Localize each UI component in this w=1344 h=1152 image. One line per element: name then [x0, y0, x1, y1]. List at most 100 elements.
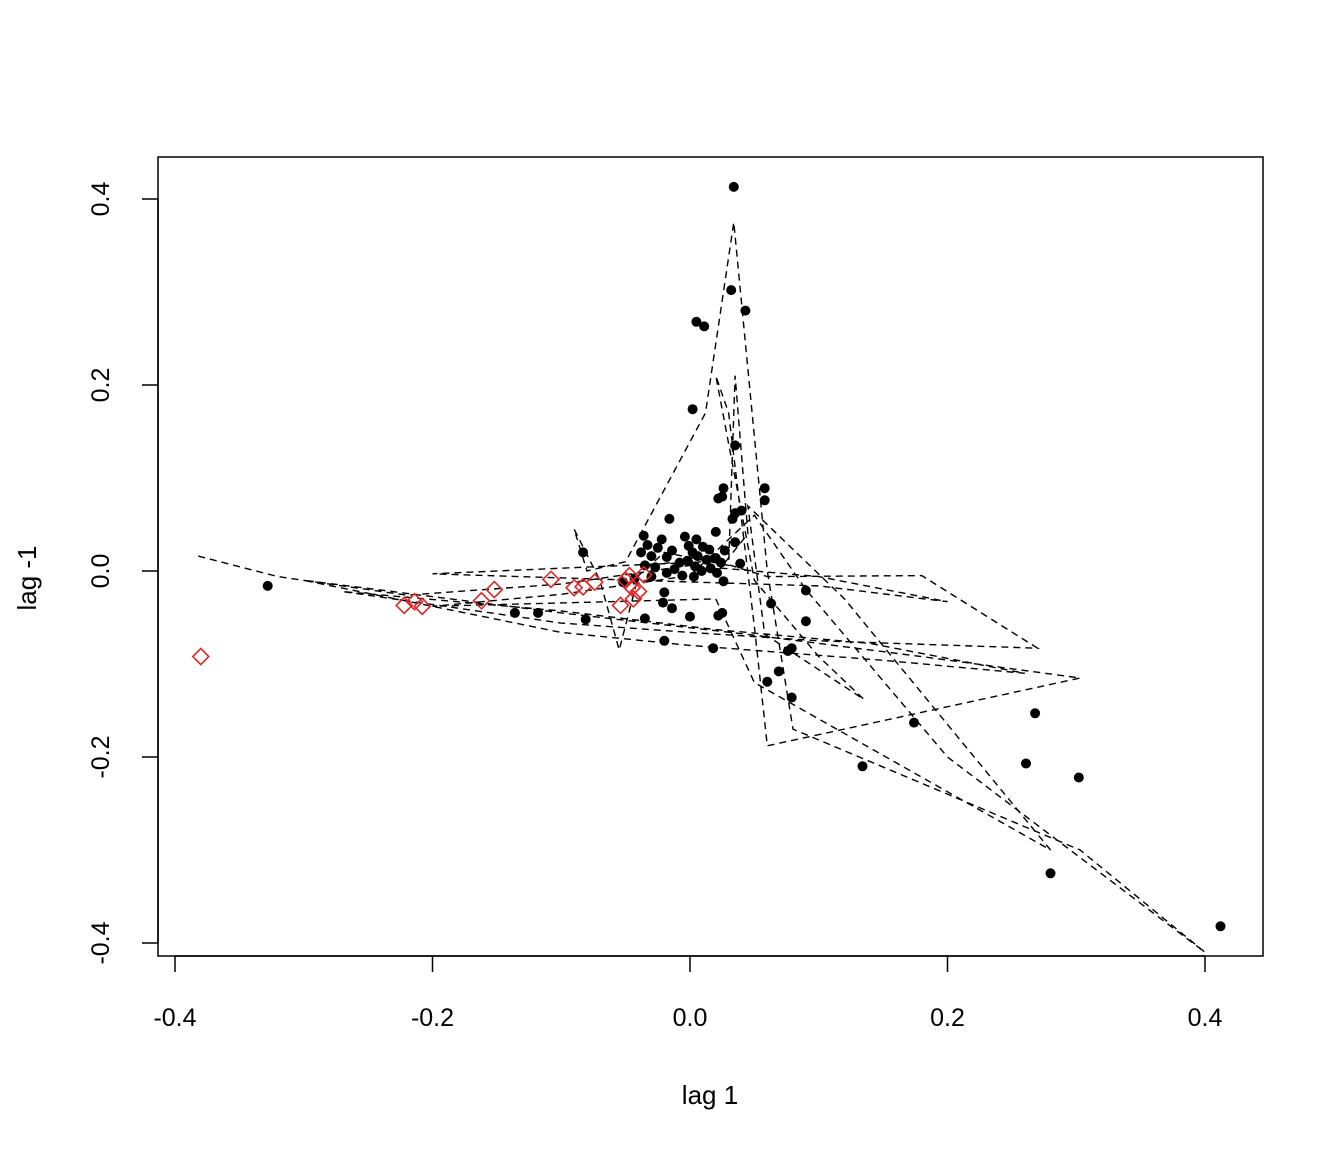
data-point-diamond	[634, 565, 653, 584]
data-point-dot	[699, 321, 710, 332]
data-point-dot	[661, 552, 672, 562]
data-point-dot	[726, 285, 737, 296]
axes-layer: -0.4 -0.2 0.0 0.2 0.4 -0.4 -0.2 0.0 0.2 0.4	[87, 182, 1222, 1032]
data-point-dot	[730, 537, 741, 548]
data-point-diamond	[585, 573, 604, 592]
x-tick-label: 0.2	[930, 1004, 965, 1032]
data-point-dot	[800, 616, 811, 627]
data-point-dot	[656, 534, 667, 545]
data-point-dot	[782, 646, 793, 656]
data-point-dot	[773, 666, 784, 677]
data-point-diamond	[611, 596, 630, 615]
data-point-dot	[691, 316, 702, 327]
data-point-dot	[718, 483, 729, 494]
data-point-dot	[730, 440, 741, 451]
data-point-dot	[712, 567, 722, 578]
data-point-dot	[727, 513, 738, 524]
data-point-dot	[533, 607, 544, 618]
data-point-diamond	[541, 570, 561, 589]
data-point-diamond	[395, 596, 414, 615]
data-point-dot	[740, 305, 751, 316]
x-tick-label: 0.4	[1188, 1004, 1223, 1032]
points-layer	[191, 181, 1226, 932]
data-point-dot	[1021, 758, 1031, 769]
data-point-dot	[715, 557, 726, 568]
data-point-dot	[766, 598, 777, 609]
data-point-diamond	[629, 582, 648, 601]
data-point-diamond	[485, 580, 504, 599]
data-point-diamond	[620, 566, 639, 585]
data-point-dot	[701, 554, 712, 565]
data-point-dot	[800, 585, 811, 596]
data-point-dot	[650, 562, 661, 573]
data-point-dot	[710, 526, 721, 537]
data-point-dot	[688, 571, 699, 582]
data-point-dot	[728, 181, 739, 192]
data-point-dot	[661, 567, 672, 578]
data-point-dot	[646, 551, 657, 562]
x-tick-label: -0.4	[153, 1004, 196, 1032]
data-point-dot	[667, 603, 677, 614]
data-point-dot	[639, 613, 650, 624]
data-point-diamond	[624, 589, 643, 609]
data-point-diamond	[413, 597, 432, 616]
data-point-dot	[646, 571, 657, 582]
data-point-dot	[638, 530, 649, 541]
x-tick-label: -0.2	[411, 1004, 454, 1032]
data-point-dot	[1045, 868, 1056, 879]
data-point-dot	[762, 676, 773, 687]
data-point-dot	[713, 610, 724, 621]
y-tick-label: -0.4	[87, 921, 115, 964]
data-point-dot	[636, 547, 647, 558]
data-point-dot	[857, 761, 868, 772]
data-point-dot	[664, 513, 675, 524]
data-point-dot	[1215, 921, 1226, 932]
x-axis-title: lag 1	[682, 1080, 738, 1110]
data-point-dot	[691, 534, 702, 545]
connecting-lines-layer	[198, 222, 1206, 953]
data-point-diamond	[405, 592, 424, 611]
data-point-diamond	[622, 578, 642, 597]
data-point-diamond	[191, 647, 210, 666]
data-point-dot	[759, 495, 770, 506]
data-point-dot	[652, 542, 663, 553]
data-point-dot	[659, 635, 670, 646]
data-point-dot	[658, 597, 668, 608]
data-point-dot	[1073, 772, 1084, 783]
data-point-dot	[262, 580, 273, 591]
data-point-dot	[708, 643, 719, 654]
data-point-dot	[786, 692, 797, 703]
data-point-dot	[580, 614, 591, 625]
data-point-dot	[642, 540, 653, 550]
data-point-dot	[679, 531, 690, 542]
y-axis-title: lag -1	[12, 545, 42, 610]
data-point-dot	[659, 587, 670, 598]
data-point-dot	[692, 551, 703, 562]
y-tick-label: 0.0	[87, 554, 115, 589]
data-point-dot	[669, 564, 680, 575]
data-point-dot	[713, 493, 724, 504]
data-point-dot	[578, 547, 589, 558]
y-tick-label: 0.4	[87, 182, 115, 217]
data-point-dot	[704, 544, 715, 555]
data-point-dot	[687, 404, 698, 415]
data-point-dot	[719, 545, 730, 556]
data-point-dot	[685, 611, 695, 622]
dashed-trajectory-line	[198, 222, 1206, 953]
data-point-dot	[1030, 708, 1041, 719]
data-point-dot	[718, 576, 729, 587]
data-point-dot	[735, 558, 746, 569]
y-tick-label: 0.2	[87, 368, 115, 403]
y-tick-label: -0.2	[87, 735, 115, 778]
data-point-dot	[682, 555, 693, 566]
data-point-dot	[677, 570, 688, 581]
data-point-dot	[509, 607, 520, 618]
x-tick-label: 0.0	[673, 1004, 708, 1032]
data-point-diamond	[564, 578, 584, 597]
data-point-dot	[759, 483, 770, 494]
data-point-diamond	[472, 591, 491, 610]
data-point-dot	[909, 717, 919, 728]
data-point-dot	[696, 566, 707, 576]
